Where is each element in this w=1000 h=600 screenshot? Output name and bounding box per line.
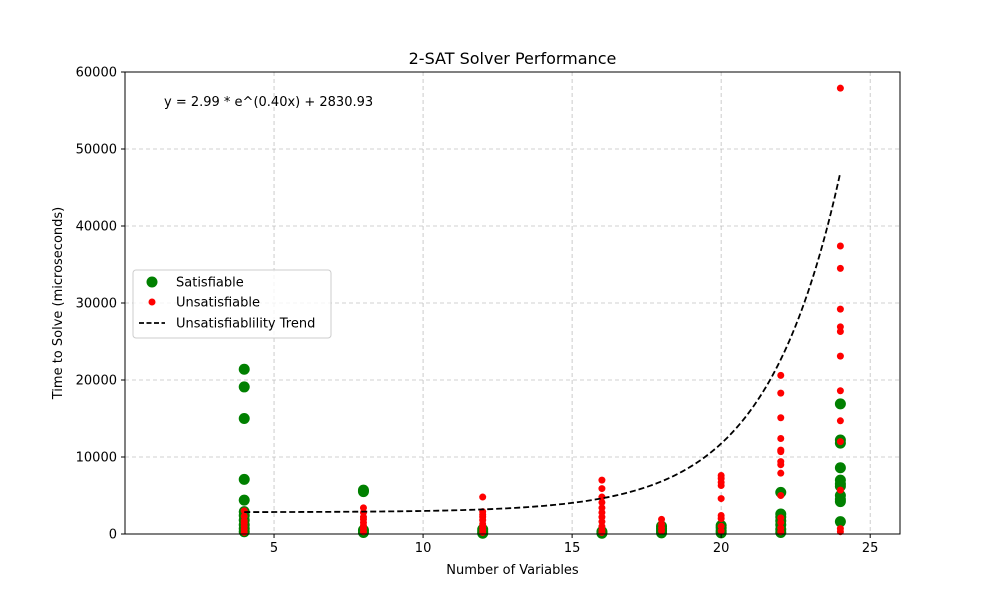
point-unsatisfiable [836,264,844,272]
point-unsatisfiable [836,417,844,425]
x-axis-label: Number of Variables [446,563,579,578]
x-tick-label: 5 [270,541,278,556]
point-satisfiable [238,494,250,506]
x-tick-label: 20 [713,541,730,556]
point-unsatisfiable [717,527,725,535]
x-tick-label: 15 [564,541,581,556]
point-satisfiable [238,381,250,393]
legend-frame [132,269,332,339]
trend-line [244,172,842,513]
axes: 5 10 15 20 25 0 10000 20000 30000 40000 50000 60000 [76,66,879,557]
point-unsatisfiable [598,476,606,484]
point-unsatisfiable [836,528,844,536]
y-tick-label: 20000 [76,374,117,389]
point-unsatisfiable [717,495,725,503]
point-unsatisfiable [717,481,725,489]
fit-equation-annotation: y = 2.99 * e^(0.40x) + 2830.93 [164,95,373,110]
point-unsatisfiable [777,492,785,499]
point-unsatisfiable [836,327,844,335]
point-satisfiable [834,516,846,528]
legend-marker-unsatisfiable [148,298,156,306]
y-tick-label: 50000 [76,143,117,158]
point-unsatisfiable [598,485,606,493]
point-unsatisfiable [836,242,844,250]
point-unsatisfiable [836,305,844,313]
legend: Satisfiable Unsatisfiable Unsatisfiablil… [132,269,332,339]
point-unsatisfiable [598,498,606,506]
point-unsatisfiable [479,528,487,536]
point-unsatisfiable [836,387,844,395]
point-unsatisfiable [777,528,785,536]
point-unsatisfiable [777,518,785,526]
legend-label-trend: Unsatisfiablility Trend [176,317,315,332]
point-unsatisfiable [359,528,367,536]
y-axis-label: Time to Solve (microseconds) [51,207,66,401]
y-tick-label: 0 [109,528,117,543]
point-satisfiable [834,462,846,474]
y-tick-label: 10000 [76,451,117,466]
point-unsatisfiable [777,371,785,379]
point-unsatisfiable [836,486,844,494]
legend-label-unsatisfiable: Unsatisfiable [176,296,260,311]
y-tick-label: 30000 [76,297,117,312]
y-tick-label: 40000 [76,220,117,235]
point-unsatisfiable [240,528,248,536]
point-unsatisfiable [717,515,725,523]
point-unsatisfiable [658,527,666,535]
point-satisfiable [238,473,250,485]
point-unsatisfiable [836,84,844,92]
y-tick-label: 60000 [76,66,117,81]
point-satisfiable [357,486,369,498]
point-satisfiable [834,496,846,508]
point-unsatisfiable [777,389,785,397]
x-tick-label: 25 [862,541,879,556]
point-satisfiable [238,363,250,375]
point-unsatisfiable [777,414,785,422]
point-unsatisfiable [479,493,487,501]
point-unsatisfiable [836,352,844,360]
point-unsatisfiable [777,469,785,477]
point-unsatisfiable [598,528,606,536]
point-satisfiable [238,413,250,424]
data-marks [238,84,846,539]
point-unsatisfiable [777,435,785,443]
chart-title: 2-SAT Solver Performance [409,49,617,68]
legend-label-satisfiable: Satisfiable [176,276,244,291]
point-unsatisfiable [836,438,844,446]
legend-marker-satisfiable [146,276,158,288]
point-unsatisfiable [777,461,785,469]
x-tick-label: 10 [415,541,432,556]
point-satisfiable [834,398,846,410]
point-unsatisfiable [777,448,785,456]
